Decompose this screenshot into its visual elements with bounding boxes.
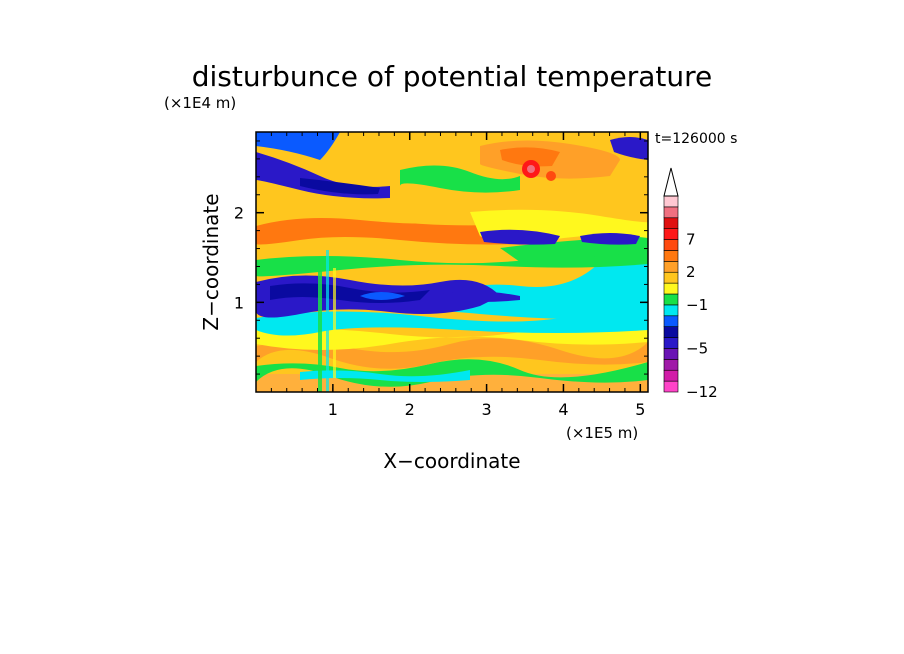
contour-field [256,132,648,392]
x-tick-label: 2 [405,400,415,419]
plot-frame [255,131,649,393]
time-label: t=126000 s [655,131,737,147]
colorbar-swatch [663,348,679,360]
colorbar-swatch [663,315,679,327]
colorbar-tick-label: −12 [686,383,718,401]
band-low-green [256,359,648,387]
streak-1 [318,260,322,392]
colorbar-tick-label: 2 [686,263,696,281]
band-upper-yellow [256,202,520,226]
colorbar-swatch [663,206,679,219]
colorbar: 7 2 −1 −5 −12 [663,167,718,401]
colorbar-swatch [663,337,679,349]
band-cyan [256,311,648,336]
y-tick-label: 1 [234,293,244,312]
x-unit-label: (×1E5 m) [566,424,638,442]
band-low-orange [256,338,648,369]
colorbar-swatch [663,228,679,240]
axes-layer: 1 2 3 4 5 1 2 [234,132,648,419]
y-axis-label: Z−coordinate [199,193,223,330]
warm-spot-2 [546,171,556,181]
colorbar-swatch [663,195,679,208]
x-tick-label: 5 [635,400,645,419]
band-low-cyan [300,370,470,382]
x-tick-label: 3 [481,400,491,419]
warm-core-center [527,165,535,173]
band-right-blue [480,229,560,245]
colorbar-swatch [663,282,679,295]
band-top-right-blue [610,137,648,160]
band-top-green [400,165,520,193]
y-unit-label: (×1E4 m) [164,94,236,112]
colorbar-swatch [663,261,679,273]
x-axis-label: X−coordinate [383,449,520,473]
chart-title: disturbunce of potential temperature [192,60,713,93]
y-tick-label: 2 [234,204,244,223]
colorbar-swatch [663,380,679,393]
band-upper-blue-core [300,178,380,195]
streak-2 [326,250,329,392]
colorbar-tick-label: 7 [686,231,696,249]
colorbar-swatch [663,293,679,306]
x-tick-label: 4 [558,400,568,419]
band-top-cyan [256,132,340,160]
colorbar-tick-label: −5 [686,339,708,357]
band-blue-streak [440,291,520,302]
colorbar-swatch [663,271,679,284]
band-top-orange-inner [500,147,560,167]
streak-3 [333,268,336,378]
colorbar-extend-arrow [663,167,679,197]
colorbar-tick-label: −1 [686,296,708,314]
colorbar-swatch [663,326,679,338]
colorbar-swatch [663,239,679,251]
colorbar-swatch [663,369,679,382]
colorbar-swatch [663,217,679,229]
colorbar-swatch [663,359,679,371]
band-far-right-blue [580,233,640,245]
colorbar-swatch [663,250,679,262]
colorbar-swatch [663,304,679,317]
band-blue-eye [360,292,405,300]
x-tick-label: 1 [328,400,338,419]
